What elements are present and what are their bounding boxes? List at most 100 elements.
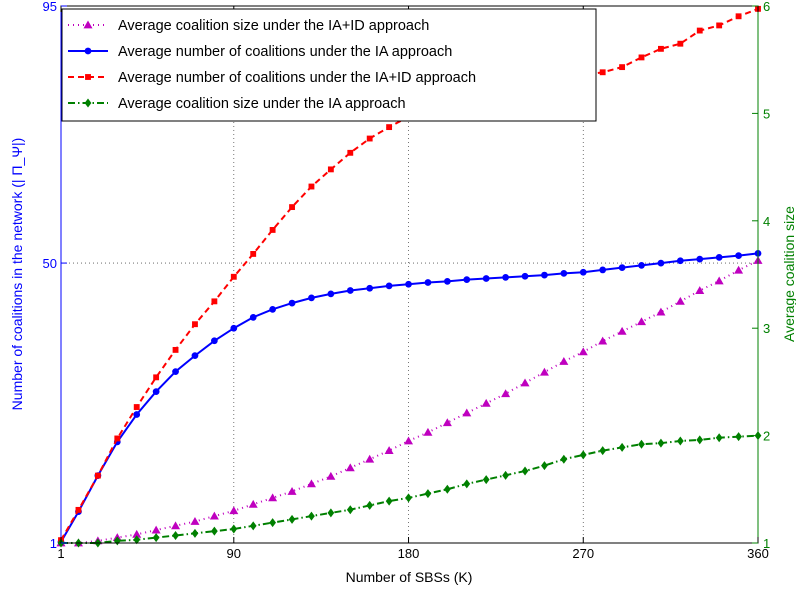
circle-marker	[405, 280, 412, 288]
square-marker	[153, 374, 160, 381]
square-marker	[85, 74, 91, 80]
square-marker	[638, 54, 645, 61]
triangle-marker	[306, 479, 316, 488]
y-right-tick-label: 2	[763, 429, 770, 444]
legend: Average coalition size under the IA+ID a…	[61, 8, 597, 122]
diamond-marker	[249, 521, 257, 531]
y-left-tick-label: 95	[43, 0, 57, 14]
triangle-marker	[287, 486, 297, 495]
square-marker	[327, 166, 334, 173]
triangle-marker	[83, 20, 93, 29]
square-marker	[696, 27, 703, 34]
circle-marker	[269, 305, 276, 313]
x-tick-label: 360	[747, 546, 769, 561]
diamond-marker	[172, 530, 179, 540]
square-marker	[366, 135, 373, 142]
square-marker	[133, 404, 140, 410]
square-marker	[94, 472, 101, 479]
square-marker	[192, 321, 198, 328]
square-marker	[599, 69, 606, 76]
square-marker	[716, 22, 723, 29]
square-marker	[269, 227, 276, 233]
circle-marker	[424, 279, 432, 286]
triangle-marker	[520, 378, 530, 387]
diamond-marker	[424, 489, 432, 499]
circle-marker	[172, 368, 179, 375]
circle-marker	[482, 275, 490, 282]
diamond-marker	[715, 433, 723, 443]
circle-marker	[327, 290, 335, 298]
legend-label: Average number of coalitions under the I…	[118, 70, 476, 86]
triangle-marker	[384, 446, 394, 455]
circle-marker	[230, 324, 238, 332]
diamond-marker	[308, 511, 315, 521]
square-marker	[386, 124, 393, 131]
square-marker	[230, 273, 237, 280]
triangle-marker	[404, 436, 414, 445]
circle-marker	[657, 259, 665, 267]
x-axis-label: Number of SBSs (K)	[346, 569, 473, 585]
circle-marker	[84, 47, 92, 55]
y-left-tick-label: 50	[43, 256, 57, 271]
x-tick-label: 1	[57, 546, 64, 561]
triangle-marker	[559, 356, 569, 365]
triangle-marker	[268, 493, 278, 502]
diamond-marker	[618, 442, 626, 452]
diamond-marker	[191, 528, 199, 538]
square-marker	[619, 64, 626, 71]
diamond-marker	[366, 500, 374, 510]
diamond-marker	[657, 438, 665, 448]
diamond-marker	[696, 435, 704, 445]
diamond-marker	[502, 470, 509, 480]
triangle-marker	[442, 418, 452, 427]
y-right-tick-label: 1	[763, 536, 770, 551]
x-tick-label: 270	[572, 546, 594, 561]
square-marker	[657, 45, 664, 52]
diamond-marker	[579, 450, 587, 460]
diamond-marker	[482, 475, 490, 485]
square-marker	[677, 40, 684, 47]
diamond-marker	[269, 518, 276, 528]
triangle-marker	[637, 317, 647, 326]
diamond-marker	[346, 505, 354, 515]
triangle-marker	[617, 326, 627, 335]
legend-label: Average coalition size under the IA+ID a…	[118, 18, 429, 34]
circle-marker	[288, 299, 296, 307]
triangle-marker	[209, 511, 219, 520]
square-marker	[250, 251, 257, 257]
circle-marker	[638, 261, 645, 269]
triangle-marker	[656, 307, 666, 316]
circle-marker	[133, 411, 141, 418]
triangle-marker	[598, 336, 608, 345]
diamond-marker	[521, 466, 529, 476]
diamond-marker	[676, 436, 684, 446]
legend-item: Average number of coalitions under the I…	[68, 70, 476, 86]
diamond-marker	[288, 514, 296, 524]
triangle-marker	[501, 389, 511, 398]
triangle-marker	[326, 471, 336, 480]
legend-item: Average coalition size under the IA+ID a…	[68, 18, 429, 34]
y-left-axis-label: Number of coalitions in the network (| Π…	[9, 138, 25, 411]
diamond-marker	[638, 439, 645, 449]
circle-marker	[502, 273, 509, 281]
triangle-marker	[248, 499, 258, 508]
circle-marker	[541, 271, 548, 279]
triangle-marker	[171, 521, 181, 530]
circle-marker	[715, 253, 723, 261]
triangle-marker	[423, 427, 433, 436]
square-marker	[735, 13, 742, 20]
y-right-tick-label: 6	[763, 0, 770, 14]
circle-marker	[618, 264, 626, 272]
circle-marker	[676, 257, 684, 265]
legend-label: Average coalition size under the IA appr…	[118, 96, 406, 112]
triangle-marker	[462, 408, 472, 417]
circle-marker	[579, 268, 587, 276]
diamond-marker	[405, 493, 412, 503]
circle-marker	[366, 284, 374, 292]
legend-item: Average number of coalitions under the I…	[68, 44, 452, 60]
legend-label: Average number of coalitions under the I…	[118, 44, 452, 60]
circle-marker	[599, 266, 607, 274]
triangle-marker	[714, 276, 724, 285]
